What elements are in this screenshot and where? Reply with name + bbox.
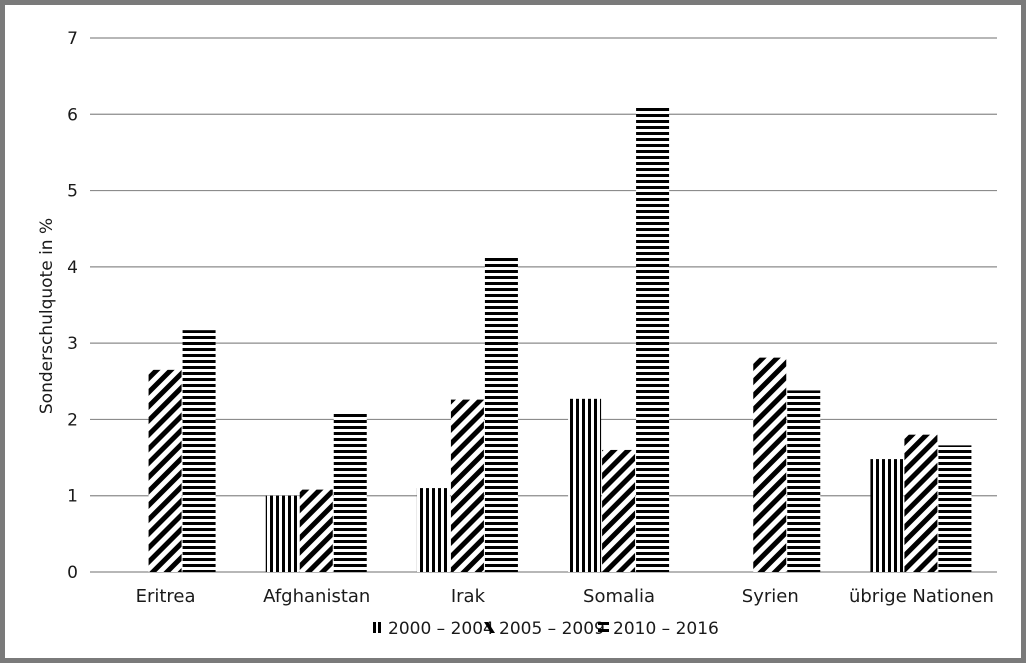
x-category-label: Syrien	[742, 586, 799, 607]
bar-irak-series-2	[451, 400, 484, 572]
legend-swatch-vertical	[378, 622, 381, 633]
bar-afghanistan-series-3	[334, 412, 367, 572]
x-category-label: Somalia	[583, 586, 655, 607]
bar-übrige-nationen-series-3	[938, 445, 971, 572]
legend-item-series-1: 2000 – 2004	[373, 619, 494, 639]
y-tick-label: 5	[67, 182, 78, 202]
bar-afghanistan-series-2	[300, 490, 333, 572]
y-tick-label: 2	[67, 410, 78, 430]
legend-item-series-2: 2005 – 2009	[484, 619, 605, 639]
legend-swatch-horizontal	[598, 629, 609, 632]
x-category-label: Eritrea	[136, 586, 196, 607]
bar-somalia-series-1	[568, 399, 601, 572]
bar-somalia-series-3	[636, 105, 669, 572]
y-tick-label: 7	[67, 29, 78, 49]
legend-swatch-horizontal	[598, 622, 609, 625]
bar-syrien-series-3	[787, 390, 820, 572]
y-tick-label: 3	[67, 334, 78, 354]
bar-afghanistan-series-1	[266, 496, 299, 572]
y-tick-label: 4	[67, 258, 78, 278]
bar-eritrea-series-3	[183, 330, 216, 572]
bars	[149, 105, 972, 572]
x-category-label: Irak	[451, 586, 486, 607]
bar-übrige-nationen-series-1	[870, 459, 903, 572]
legend-label: 2010 – 2016	[613, 619, 719, 639]
legend: 2000 – 2004 2005 – 2009 2010 – 2016	[373, 619, 719, 639]
y-tick-label: 0	[67, 563, 78, 583]
y-axis-label: Sonderschulquote in %	[37, 218, 57, 414]
bar-eritrea-series-2	[149, 370, 182, 572]
bar-übrige-nationen-series-2	[904, 435, 937, 572]
legend-swatch-vertical	[373, 622, 376, 633]
bar-irak-series-1	[417, 488, 450, 572]
x-category-label: übrige Nationen	[849, 586, 994, 607]
x-category-label: Afghanistan	[263, 586, 370, 607]
legend-label: 2005 – 2009	[499, 619, 605, 639]
legend-label: 2000 – 2004	[388, 619, 494, 639]
bar-irak-series-3	[485, 257, 518, 572]
bar-somalia-series-2	[602, 450, 635, 572]
y-tick-label: 6	[67, 105, 78, 125]
gridlines	[90, 38, 997, 572]
legend-item-series-3: 2010 – 2016	[598, 619, 719, 639]
y-tick-label: 1	[67, 487, 78, 507]
bar-syrien-series-2	[753, 358, 786, 572]
